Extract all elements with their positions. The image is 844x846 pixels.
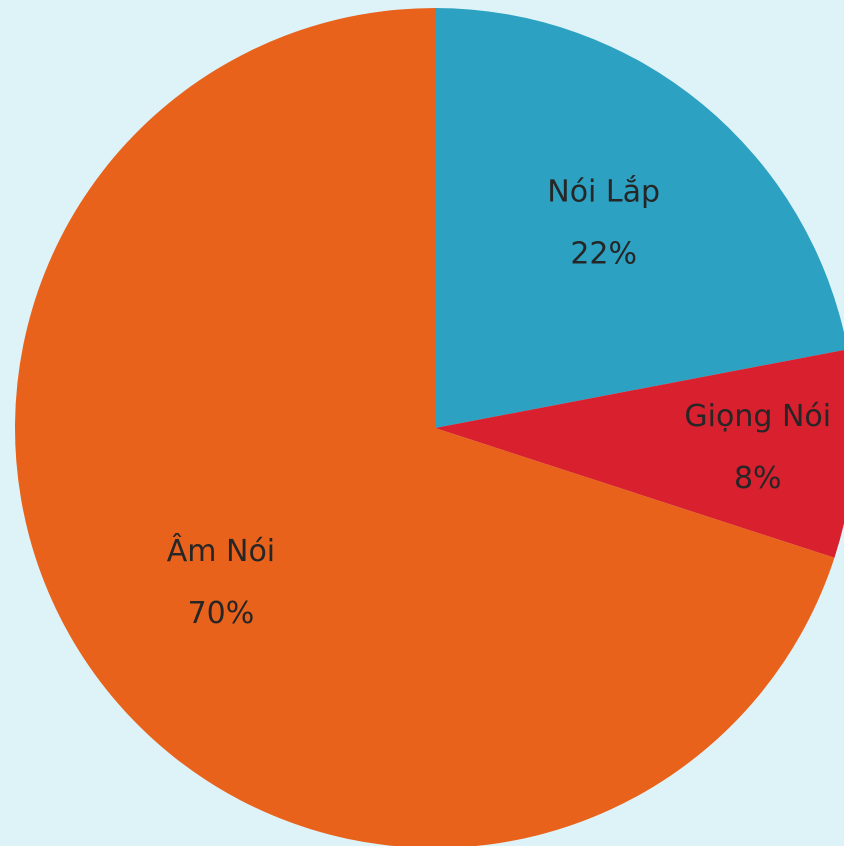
slice-value-label: 22% — [570, 237, 637, 272]
pie-slice — [435, 349, 844, 558]
pie-slice — [15, 8, 835, 846]
slice-label: Giọng Nói — [684, 399, 831, 434]
slice-label: Âm Nói — [167, 533, 275, 569]
pie-slice — [435, 8, 844, 428]
slice-value-label: 70% — [188, 596, 255, 631]
slice-label: Nói Lắp — [547, 175, 660, 210]
slice-value-label: 8% — [734, 461, 782, 496]
